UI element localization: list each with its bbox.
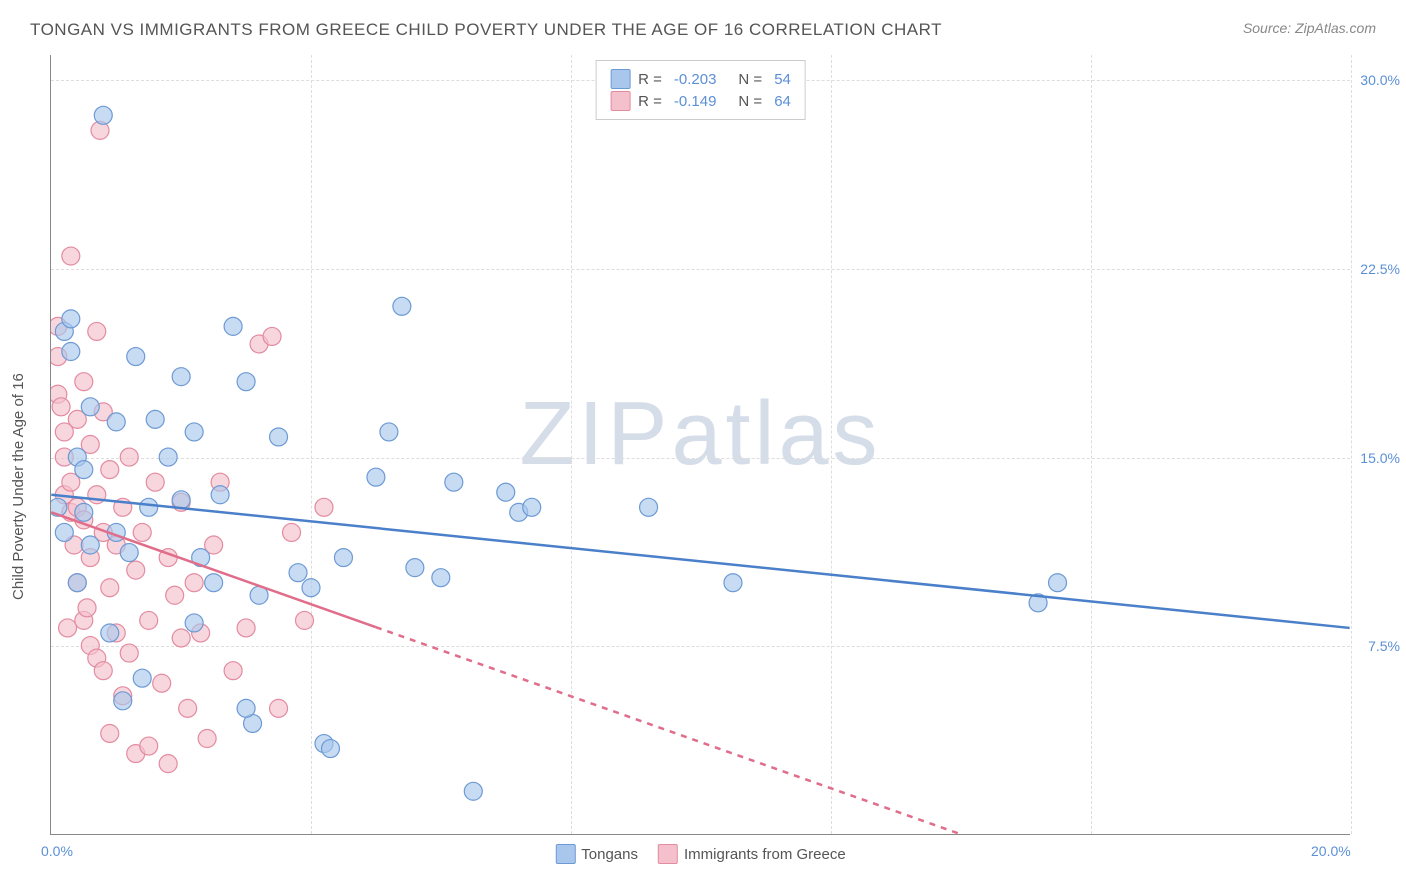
legend-row-b: R = -0.149 N = 64 [610, 91, 791, 111]
r-value-b: -0.149 [674, 93, 717, 110]
n-value-a: 54 [774, 71, 791, 88]
y-tick-label: 15.0% [1355, 450, 1400, 466]
series-legend: Tongans Immigrants from Greece [555, 844, 845, 864]
correlation-legend: R = -0.203 N = 54 R = -0.149 N = 64 [595, 60, 806, 120]
x-tick-label: 20.0% [1311, 843, 1351, 859]
legend-item-b: Immigrants from Greece [658, 844, 846, 864]
swatch-b-icon [658, 844, 678, 864]
swatch-b-icon [610, 91, 630, 111]
r-label: R = [638, 71, 662, 88]
r-label: R = [638, 93, 662, 110]
chart-title: TONGAN VS IMMIGRANTS FROM GREECE CHILD P… [30, 20, 942, 40]
source-label: Source: ZipAtlas.com [1243, 20, 1376, 36]
legend-label-a: Tongans [581, 846, 638, 863]
swatch-a-icon [555, 844, 575, 864]
n-label: N = [738, 93, 762, 110]
n-value-b: 64 [774, 93, 791, 110]
y-tick-label: 22.5% [1355, 261, 1400, 277]
legend-label-b: Immigrants from Greece [684, 846, 846, 863]
y-tick-label: 30.0% [1355, 72, 1400, 88]
n-label: N = [738, 71, 762, 88]
y-tick-label: 7.5% [1355, 638, 1400, 654]
x-tick-label: 0.0% [41, 843, 73, 859]
scatter-plot [51, 55, 1350, 834]
y-axis-label: Child Poverty Under the Age of 16 [10, 373, 27, 600]
legend-row-a: R = -0.203 N = 54 [610, 69, 791, 89]
swatch-a-icon [610, 69, 630, 89]
chart-area: ZIPatlas R = -0.203 N = 54 R = -0.149 N … [50, 55, 1350, 835]
legend-item-a: Tongans [555, 844, 638, 864]
r-value-a: -0.203 [674, 71, 717, 88]
